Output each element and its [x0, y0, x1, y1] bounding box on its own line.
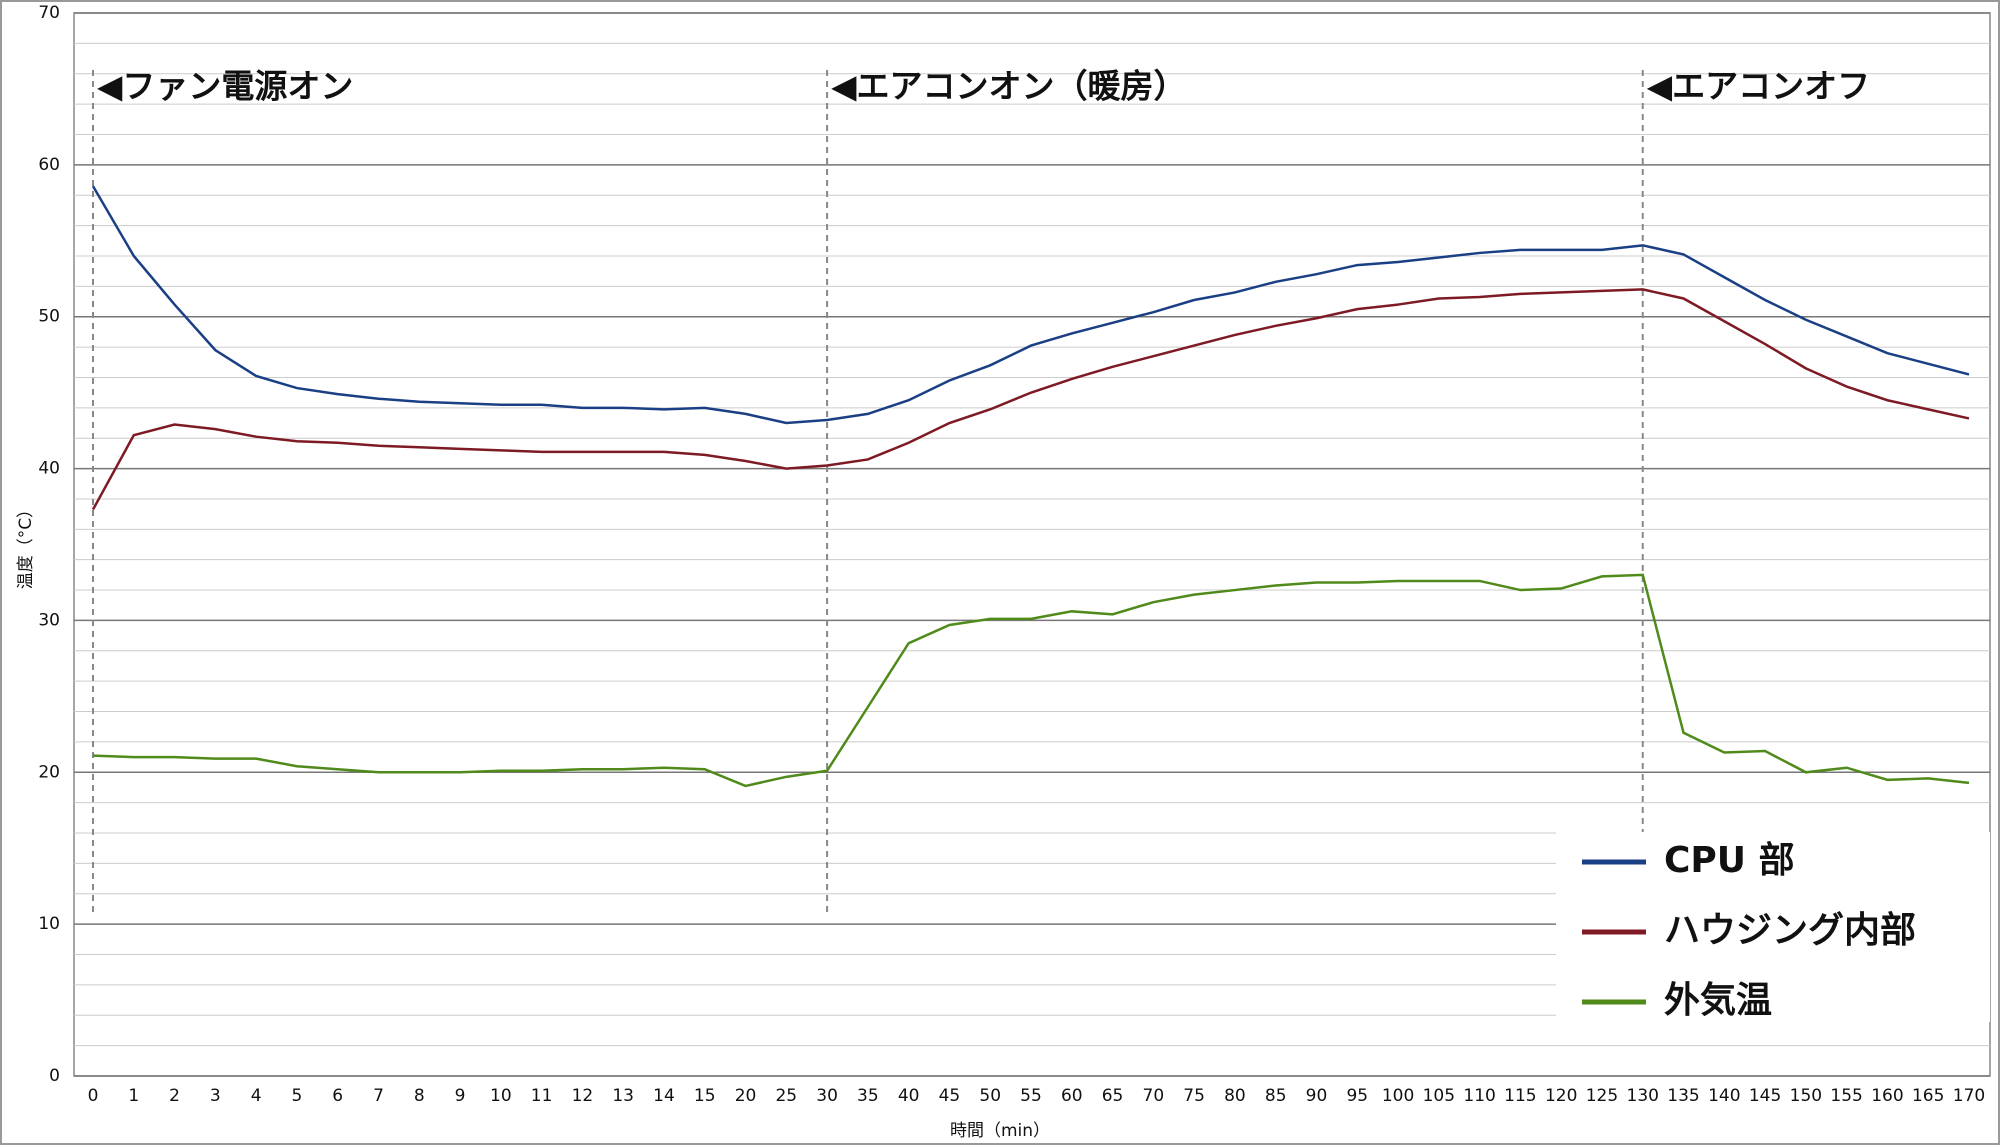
y-axis-label: 温度（°C）	[16, 501, 36, 589]
y-tick-label: 20	[38, 762, 60, 782]
x-tick-label: 140	[1708, 1086, 1740, 1106]
x-tick-label: 70	[1143, 1086, 1165, 1106]
x-tick-label: 110	[1463, 1086, 1495, 1106]
x-tick-label: 5	[291, 1086, 302, 1106]
x-tick-label: 13	[612, 1086, 634, 1106]
x-tick-label: 35	[857, 1086, 879, 1106]
x-tick-label: 2	[169, 1086, 180, 1106]
x-tick-label: 1	[128, 1086, 139, 1106]
x-tick-label: 105	[1423, 1086, 1455, 1106]
x-tick-label: 160	[1871, 1086, 1903, 1106]
x-tick-label: 45	[939, 1086, 961, 1106]
x-tick-label: 11	[531, 1086, 553, 1106]
legend-label: 外気温	[1664, 980, 1772, 1021]
x-axis-label: 時間（min）	[950, 1121, 1050, 1141]
x-tick-label: 50	[979, 1086, 1001, 1106]
annotation: ◀エアコンオフ	[1647, 67, 1870, 106]
x-tick-label: 8	[414, 1086, 425, 1106]
x-tick-label: 125	[1586, 1086, 1618, 1106]
y-tick-label: 10	[38, 914, 60, 934]
y-tick-label: 30	[38, 610, 60, 630]
series-line	[91, 185, 1970, 425]
x-tick-label: 40	[898, 1086, 920, 1106]
x-tick-label: 170	[1953, 1086, 1985, 1106]
y-tick-label: 60	[38, 155, 60, 175]
x-tick-label: 20	[735, 1086, 757, 1106]
x-tick-label: 25	[775, 1086, 797, 1106]
series-line	[91, 288, 1970, 511]
legend-label: CPU 部	[1664, 840, 1795, 881]
x-tick-label: 155	[1830, 1086, 1862, 1106]
annotation: ◀ファン電源オン	[97, 67, 353, 106]
x-tick-label: 12	[572, 1086, 594, 1106]
x-tick-label: 9	[455, 1086, 466, 1106]
x-tick-label: 90	[1306, 1086, 1328, 1106]
y-tick-label: 50	[38, 307, 60, 327]
x-tick-label: 15	[694, 1086, 716, 1106]
x-tick-label: 100	[1382, 1086, 1414, 1106]
y-tick-label: 70	[38, 3, 60, 23]
x-tick-label: 3	[210, 1086, 221, 1106]
y-tick-label: 0	[49, 1066, 60, 1086]
x-tick-label: 65	[1102, 1086, 1124, 1106]
x-tick-label: 60	[1061, 1086, 1083, 1106]
x-tick-label: 4	[251, 1086, 262, 1106]
x-tick-label: 135	[1667, 1086, 1699, 1106]
series-line	[92, 573, 1970, 788]
x-tick-label: 115	[1504, 1086, 1536, 1106]
x-tick-label: 55	[1020, 1086, 1042, 1106]
x-tick-label: 95	[1346, 1086, 1368, 1106]
x-tick-label: 75	[1183, 1086, 1205, 1106]
x-tick-label: 150	[1790, 1086, 1822, 1106]
x-tick-label: 14	[653, 1086, 675, 1106]
annotation: ◀エアコンオン（暖房）	[831, 67, 1186, 106]
x-tick-label: 85	[1265, 1086, 1287, 1106]
x-tick-label: 10	[490, 1086, 512, 1106]
y-tick-label: 40	[38, 459, 60, 479]
x-tick-label: 30	[816, 1086, 838, 1106]
x-tick-label: 7	[373, 1086, 384, 1106]
x-tick-label: 165	[1912, 1086, 1944, 1106]
x-tick-label: 0	[88, 1086, 99, 1106]
x-tick-label: 130	[1627, 1086, 1659, 1106]
x-tick-label: 145	[1749, 1086, 1781, 1106]
x-tick-label: 80	[1224, 1086, 1246, 1106]
x-tick-label: 120	[1545, 1086, 1577, 1106]
legend-label: ハウジング内部	[1664, 910, 1916, 951]
x-tick-label: 6	[332, 1086, 343, 1106]
